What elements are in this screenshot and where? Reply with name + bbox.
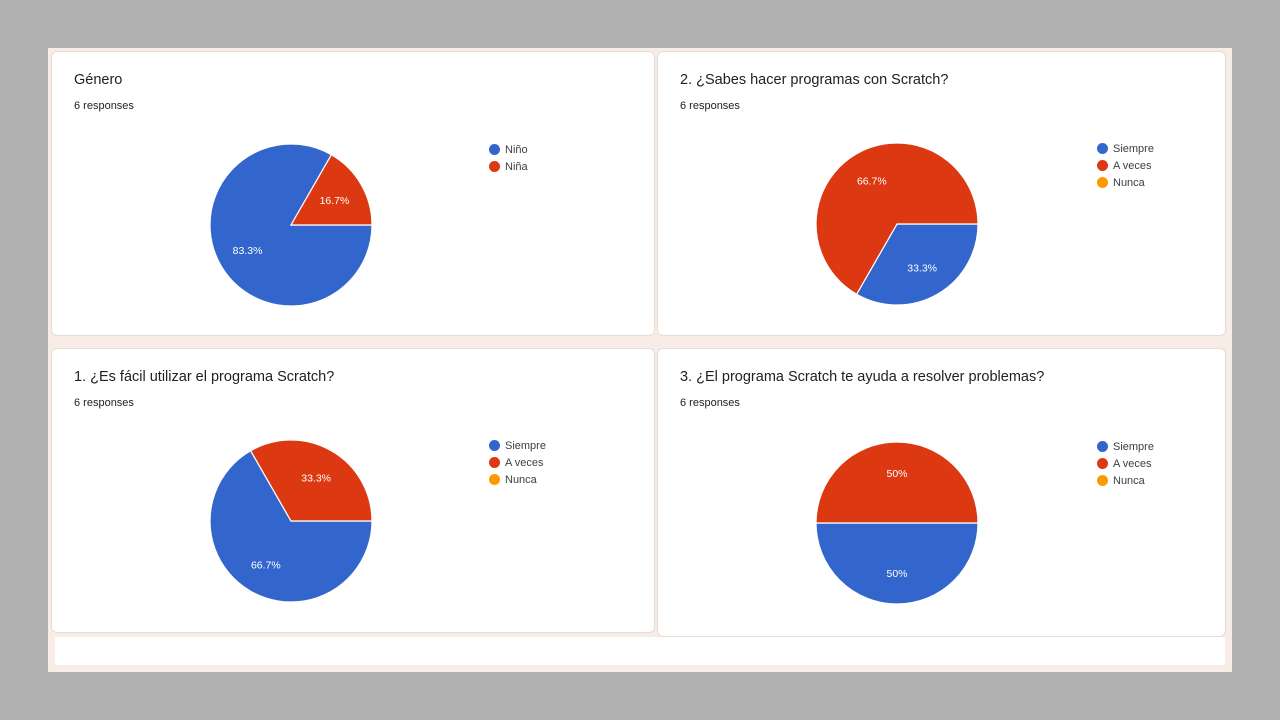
pie-label-a-veces: 33.3% xyxy=(301,473,331,485)
legend-item-nina: Niña xyxy=(489,158,528,175)
pie-label-nino: 83.3% xyxy=(233,245,263,257)
legend-label: Siempre xyxy=(505,439,546,452)
legend-label: Nunca xyxy=(1113,176,1145,189)
chart-title: 2. ¿Sabes hacer programas con Scratch? xyxy=(680,72,949,88)
pie-slice-a-veces xyxy=(815,441,979,524)
chart-subtitle: 6 responses xyxy=(680,100,740,112)
legend-swatch xyxy=(489,457,500,468)
legend-label: Siempre xyxy=(1113,440,1154,453)
chart-subtitle: 6 responses xyxy=(74,397,134,409)
legend-item-siempre: Siempre xyxy=(1097,438,1154,455)
pie-slice-siempre xyxy=(855,223,979,306)
legend-label: Nunca xyxy=(505,473,537,486)
chart-legend: Siempre A veces Nunca xyxy=(489,437,546,488)
pie-label-siempre: 33.3% xyxy=(907,262,937,274)
legend-swatch xyxy=(1097,441,1108,452)
legend-swatch xyxy=(489,440,500,451)
pie-slice-siempre xyxy=(815,522,979,605)
pie-chart: 83.3% 16.7% xyxy=(209,143,373,307)
chart-subtitle: 6 responses xyxy=(74,100,134,112)
legend-label: A veces xyxy=(1113,457,1152,470)
pie-label-nina: 16.7% xyxy=(320,195,350,207)
pie-label-siempre: 66.7% xyxy=(251,559,281,571)
legend-swatch xyxy=(489,144,500,155)
legend-label: Niño xyxy=(505,143,528,156)
legend-item-a-veces: A veces xyxy=(489,454,546,471)
pie-label-a-veces: 66.7% xyxy=(857,176,887,188)
chart-card-genero: Género 6 responses 83.3% 16.7% Niño Niña xyxy=(51,51,655,336)
chart-legend: Niño Niña xyxy=(489,141,528,175)
pie-label-siempre: 50% xyxy=(886,568,907,580)
legend-item-nunca: Nunca xyxy=(489,471,546,488)
chart-card-sabes-hacer-programas: 2. ¿Sabes hacer programas con Scratch? 6… xyxy=(657,51,1226,336)
legend-item-nino: Niño xyxy=(489,141,528,158)
legend-swatch xyxy=(1097,160,1108,171)
pie-chart: 33.3% 66.7% xyxy=(815,142,979,306)
legend-item-nunca: Nunca xyxy=(1097,472,1154,489)
bottom-strip xyxy=(55,637,1225,665)
pie-label-a-veces: 50% xyxy=(886,468,907,480)
chart-title: Género xyxy=(74,72,123,88)
legend-label: Niña xyxy=(505,160,528,173)
pie-chart: 50% 50% xyxy=(815,441,979,605)
legend-item-siempre: Siempre xyxy=(489,437,546,454)
chart-card-es-facil-utilizar: 1. ¿Es fácil utilizar el programa Scratc… xyxy=(51,348,655,633)
legend-swatch xyxy=(1097,475,1108,486)
pie-slice-siempre xyxy=(209,449,373,603)
chart-title: 3. ¿El programa Scratch te ayuda a resol… xyxy=(680,369,1045,385)
pie-slice-nina xyxy=(289,153,373,226)
legend-label: A veces xyxy=(505,456,544,469)
legend-label: A veces xyxy=(1113,159,1152,172)
legend-swatch xyxy=(1097,143,1108,154)
chart-title: 1. ¿Es fácil utilizar el programa Scratc… xyxy=(74,369,335,385)
pie-slice-a-veces xyxy=(815,142,979,296)
pie-slice-a-veces xyxy=(249,439,373,522)
legend-label: Siempre xyxy=(1113,142,1154,155)
chart-legend: Siempre A veces Nunca xyxy=(1097,140,1154,191)
legend-swatch xyxy=(489,161,500,172)
chart-legend: Siempre A veces Nunca xyxy=(1097,438,1154,489)
legend-item-a-veces: A veces xyxy=(1097,157,1154,174)
legend-swatch xyxy=(1097,458,1108,469)
legend-item-nunca: Nunca xyxy=(1097,174,1154,191)
legend-swatch xyxy=(1097,177,1108,188)
pie-chart: 66.7% 33.3% xyxy=(209,439,373,603)
legend-item-siempre: Siempre xyxy=(1097,140,1154,157)
chart-subtitle: 6 responses xyxy=(680,397,740,409)
legend-swatch xyxy=(489,474,500,485)
chart-card-resolver-problemas: 3. ¿El programa Scratch te ayuda a resol… xyxy=(657,348,1226,637)
legend-item-a-veces: A veces xyxy=(1097,455,1154,472)
legend-label: Nunca xyxy=(1113,474,1145,487)
